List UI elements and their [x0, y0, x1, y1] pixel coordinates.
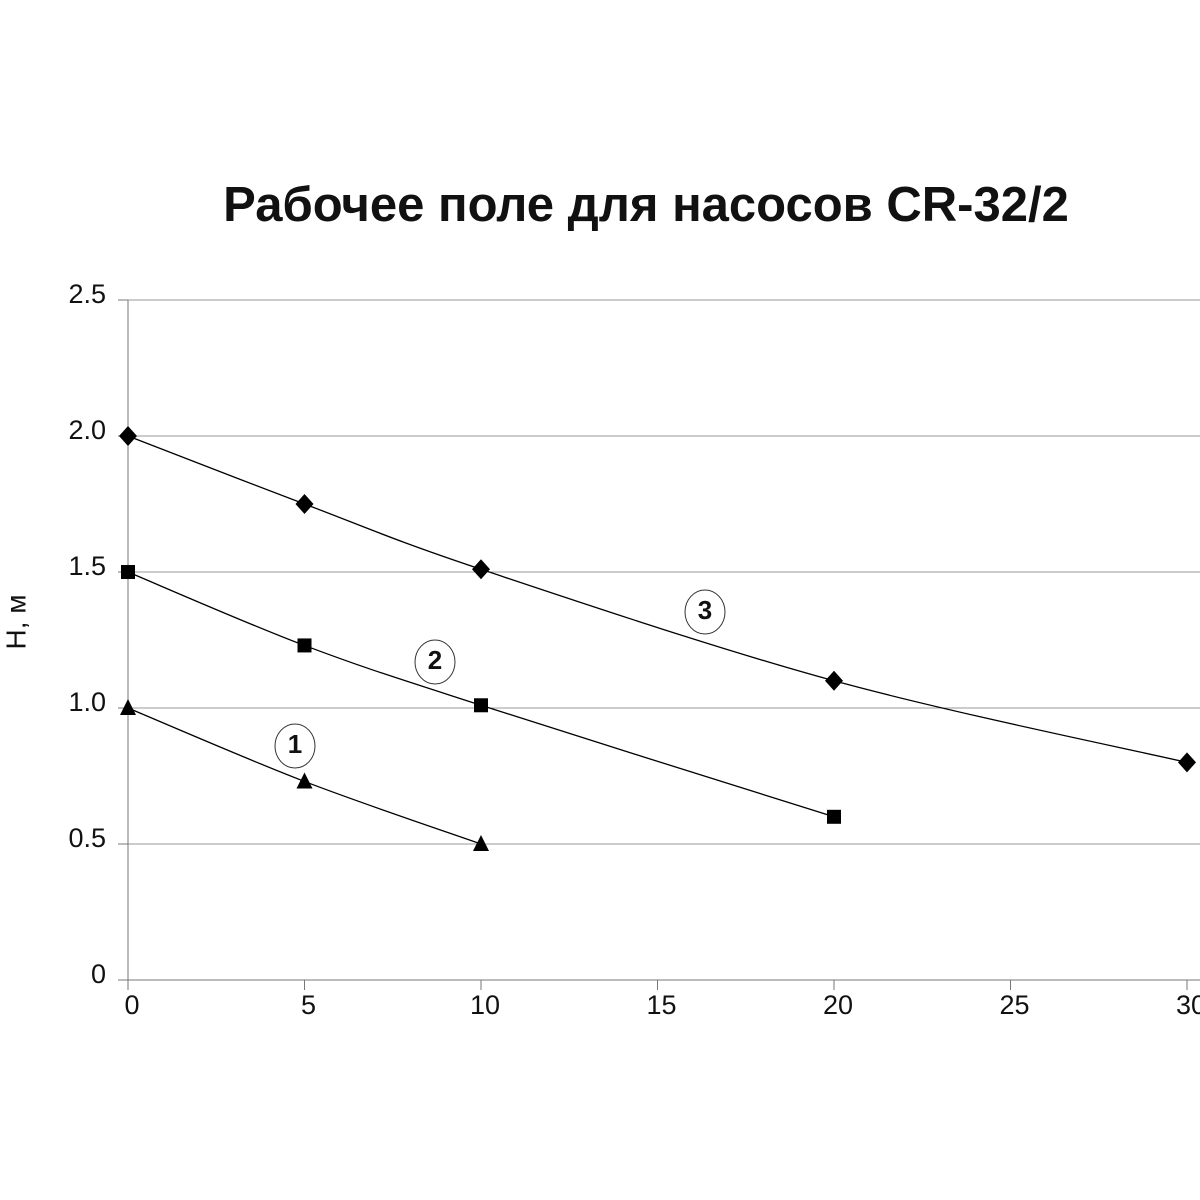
marker — [474, 698, 488, 713]
marker — [121, 565, 135, 579]
marker — [827, 809, 841, 824]
x-tick-label: 0 — [124, 990, 139, 1020]
y-tick-label: 1.5 — [68, 551, 106, 581]
chart-title: Рабочее поле для насосов CR-32/2 — [223, 178, 1069, 232]
y-tick-label: 0 — [91, 959, 106, 989]
marker — [296, 772, 313, 789]
x-tick-label: 5 — [301, 990, 316, 1020]
legend-label: 2 — [428, 645, 442, 675]
legend-label: 1 — [288, 729, 302, 759]
marker — [825, 670, 843, 691]
y-axis-label: H, м — [0, 594, 31, 649]
marker — [120, 699, 136, 715]
marker — [1178, 752, 1196, 773]
marker — [119, 426, 137, 446]
series-line — [127, 435, 1188, 764]
y-tick-label: 2.0 — [68, 415, 106, 445]
y-tick-label: 0.5 — [68, 823, 106, 853]
legend-badge — [274, 723, 316, 769]
x-tick-label: 20 — [823, 990, 853, 1020]
y-tick-label: 2.5 — [68, 279, 106, 309]
x-tick-label: 30 — [1176, 990, 1200, 1020]
y-tick-label: 1.0 — [68, 687, 106, 717]
marker — [297, 638, 312, 653]
legend-label: 3 — [698, 595, 712, 625]
legend-badge — [684, 589, 726, 635]
x-tick-label: 10 — [470, 990, 500, 1020]
legend-badge — [414, 639, 456, 685]
x-tick-label: 25 — [999, 990, 1029, 1020]
marker — [295, 494, 314, 514]
marker — [473, 835, 489, 851]
marker — [472, 559, 490, 580]
series-line — [127, 571, 835, 818]
x-tick-label: 15 — [646, 990, 676, 1020]
